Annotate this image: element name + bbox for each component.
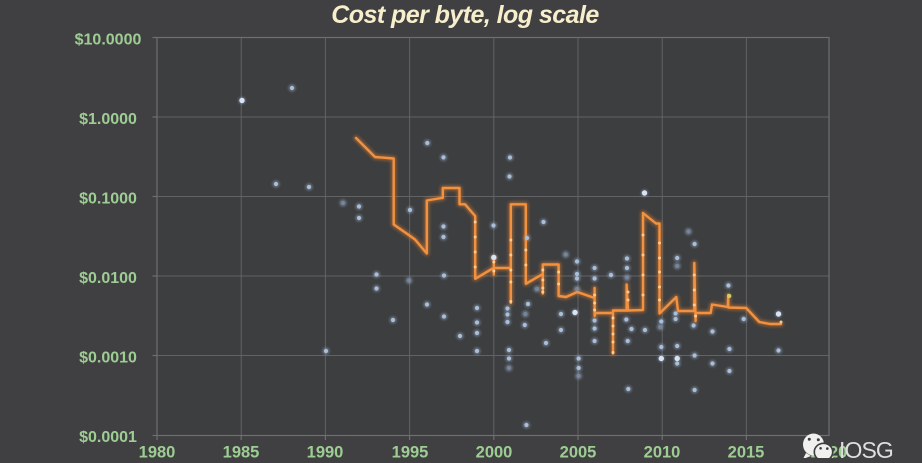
- svg-text:2015: 2015: [728, 443, 765, 458]
- svg-text:2005: 2005: [560, 443, 597, 458]
- svg-text:1995: 1995: [392, 443, 429, 458]
- svg-text:$0.0001: $0.0001: [79, 429, 137, 446]
- svg-text:2010: 2010: [644, 443, 681, 458]
- svg-text:2000: 2000: [476, 443, 513, 458]
- svg-text:$1.0000: $1.0000: [79, 111, 137, 128]
- svg-text:1990: 1990: [307, 443, 344, 458]
- svg-text:1985: 1985: [223, 443, 260, 458]
- svg-text:$0.0010: $0.0010: [79, 350, 137, 367]
- svg-text:Cost per byte, log scale: Cost per byte, log scale: [331, 1, 599, 29]
- svg-text:$10.0000: $10.0000: [75, 32, 142, 49]
- svg-text:$0.1000: $0.1000: [79, 191, 137, 208]
- svg-text:IOSG: IOSG: [839, 437, 893, 458]
- svg-text:$0.0100: $0.0100: [79, 270, 137, 287]
- svg-text:1980: 1980: [139, 443, 176, 458]
